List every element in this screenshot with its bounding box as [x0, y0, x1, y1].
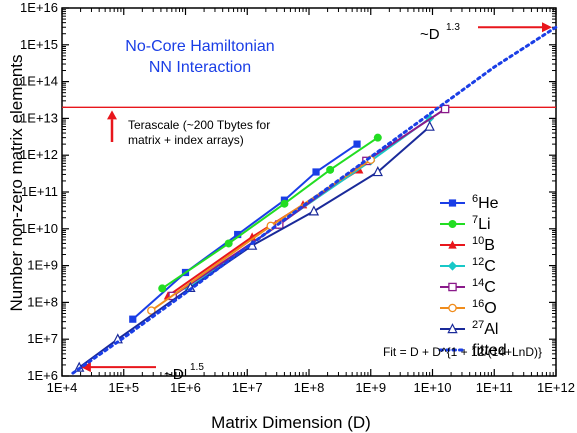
legend-marker-16o	[448, 303, 457, 313]
legend-marker-14c	[448, 282, 457, 292]
terascale-label-line-1: Terascale (~200 Tbytes for	[128, 118, 270, 132]
legend-entry-6he: 6He	[440, 193, 499, 212]
terascale-arrow-head	[107, 110, 117, 120]
x-axis-title: Matrix Dimension (D)	[211, 413, 371, 432]
legend-entry-7li: 7Li	[440, 214, 491, 233]
d15-arrow-head	[80, 362, 91, 373]
legend-label-14c: 14C	[472, 277, 496, 296]
series-fitted	[71, 25, 558, 375]
legend-entry-27al: 27Al	[440, 319, 498, 338]
series-layer	[71, 25, 558, 375]
legend-entry-10b: 10B	[440, 235, 495, 254]
data-point-27al	[246, 239, 258, 250]
legend-entry-16o: 16O	[440, 298, 497, 317]
fit-formula: Fit = D + D^{1 + 12/(14+LnD)}	[383, 345, 542, 359]
data-point-14c	[440, 104, 450, 114]
x-tick-label: 1E+4	[47, 380, 78, 395]
data-point-6he	[234, 230, 242, 239]
chart-title-line-2: NN Interaction	[149, 59, 251, 76]
data-point-7li	[326, 165, 335, 174]
x-tick-label: 1E+9	[355, 380, 386, 395]
data-point-6he	[312, 168, 320, 176]
d13-label: ~D	[420, 26, 440, 43]
x-tick-label: 1E+10	[414, 380, 452, 395]
data-point-7li	[224, 239, 233, 248]
legend-marker-6he	[448, 199, 457, 207]
legend-entry-fitted: fitted	[438, 342, 507, 359]
legend-label-12c: 12C	[472, 256, 496, 275]
legend-label-10b: 10B	[472, 235, 495, 254]
y-tick-label: 1E+12	[20, 147, 58, 162]
y-tick-label: 1E+8	[27, 294, 58, 309]
d15-exponent: 1.5	[190, 362, 204, 373]
y-tick-label: 1E+11	[21, 184, 58, 199]
x-tick-label: 1E+7	[232, 380, 263, 395]
data-point-7li	[280, 199, 289, 208]
y-tick-label: 1E+9	[27, 258, 58, 273]
y-axis-title: Number non-zero matrix elements	[7, 55, 26, 312]
y-tick-label: 1E+15	[20, 37, 58, 52]
series-line-6he	[132, 143, 358, 320]
x-tick-label: 1E+11	[476, 380, 513, 395]
annotations: ~D 1.3 ~D 1.5	[62, 22, 556, 383]
legend-marker-27al	[447, 323, 458, 334]
legend-label-16o: 16O	[472, 298, 497, 317]
series-7li	[158, 133, 382, 293]
legend-marker-7li	[448, 220, 457, 228]
chart-title-line-1: No-Core Hamiltonian	[125, 38, 274, 55]
y-tick-label: 1E+16	[20, 0, 58, 15]
data-point-6he	[353, 140, 361, 148]
legend-label-27al: 27Al	[472, 319, 498, 338]
legend-marker-12c	[447, 261, 458, 271]
series-line-fitted	[71, 25, 558, 375]
data-point-16o	[147, 306, 156, 315]
y-tick-label: 1E+6	[27, 368, 58, 383]
data-point-27al	[424, 120, 435, 131]
data-point-7li	[158, 284, 167, 293]
d15-label: ~D	[164, 366, 184, 383]
legend-label-7li: 7Li	[472, 214, 491, 233]
d13-arrow-head	[542, 22, 552, 33]
x-tick-label: 1E+8	[294, 380, 325, 395]
legend-entry-12c: 12C	[440, 256, 496, 275]
x-tick-label: 1E+12	[537, 380, 575, 395]
x-tick-label: 1E+6	[170, 380, 201, 395]
d13-exponent: 1.3	[446, 22, 460, 33]
legend: 6He 7Li 10B 12C 14C 16O 27Al fitted	[438, 193, 507, 359]
y-tick-label: 1E+14	[20, 74, 58, 89]
series-line-7li	[161, 136, 379, 290]
legend-entry-14c: 14C	[440, 277, 496, 296]
legend-label-6he: 6He	[472, 193, 499, 212]
data-point-27al	[372, 166, 383, 177]
legend-marker-10b	[448, 240, 457, 249]
data-point-27al	[308, 205, 320, 216]
data-point-7li	[373, 133, 382, 142]
legend-label-fitted: fitted	[472, 342, 507, 359]
axes: 1E+4 1E+5 1E+6 1E+7 1E+8 1E+9 1E+10 1E+11 1E+12 1…	[20, 0, 575, 395]
y-tick-label: 1E+13	[20, 110, 58, 125]
terascale-label-line-2: matrix + index arrays)	[128, 133, 244, 147]
data-point-6he	[129, 315, 137, 323]
x-tick-label: 1E+5	[108, 380, 139, 395]
y-tick-label: 1E+10	[20, 221, 58, 236]
y-tick-label: 1E+7	[27, 331, 58, 346]
